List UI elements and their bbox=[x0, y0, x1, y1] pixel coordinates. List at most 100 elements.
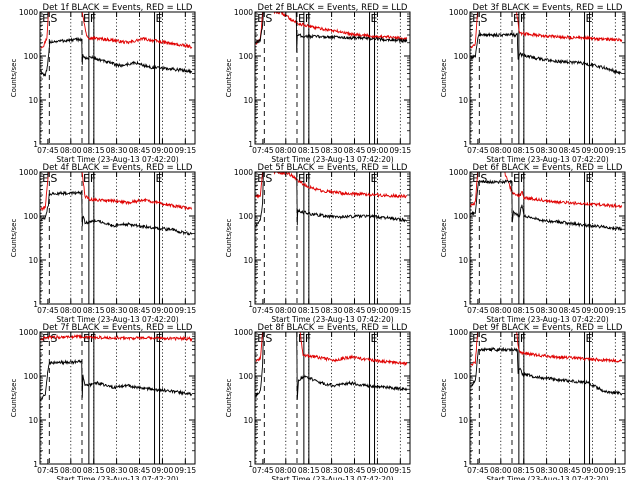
x-tick-label: 09:00 bbox=[367, 306, 389, 315]
y-tick-label: 1 bbox=[463, 300, 468, 309]
flag-label: F bbox=[305, 332, 311, 345]
chart-title: Det 7f BLACK = Events, RED = LLD bbox=[43, 323, 193, 333]
y-tick-label: 1000 bbox=[234, 8, 253, 17]
series-events-black bbox=[255, 12, 408, 53]
series-lld-red bbox=[255, 12, 408, 45]
flag-label: E bbox=[371, 172, 378, 185]
x-tick-label: 08:15 bbox=[83, 466, 105, 475]
flag-label: E bbox=[257, 12, 264, 25]
x-tick-label: 09:15 bbox=[390, 306, 412, 315]
x-tick-label: 08:15 bbox=[298, 146, 320, 155]
y-axis-label: Counts/sec bbox=[225, 59, 233, 98]
x-axis-label: Start Time (23-Aug-13 07:42:20) bbox=[486, 315, 608, 324]
y-tick-label: 1 bbox=[33, 140, 38, 149]
series-lld-red bbox=[470, 12, 623, 49]
y-tick-label: 1000 bbox=[449, 168, 468, 177]
y-tick-label: 10 bbox=[458, 96, 468, 105]
flag-label: S bbox=[480, 12, 487, 25]
flag-label: E bbox=[586, 12, 593, 25]
flag-label: E bbox=[472, 172, 479, 185]
y-tick-label: 1000 bbox=[234, 328, 253, 337]
x-tick-label: 08:45 bbox=[129, 146, 151, 155]
y-tick-label: 1000 bbox=[449, 328, 468, 337]
series-lld-red bbox=[40, 12, 193, 50]
y-tick-label: 1000 bbox=[234, 168, 253, 177]
flag-label: E bbox=[42, 172, 49, 185]
y-tick-label: 100 bbox=[454, 372, 469, 381]
y-axis-label: Counts/sec bbox=[440, 59, 448, 98]
flag-label: E bbox=[298, 12, 305, 25]
x-tick-label: 09:15 bbox=[605, 306, 627, 315]
flag-label: S bbox=[480, 332, 487, 345]
x-tick-label: 09:15 bbox=[390, 146, 412, 155]
x-tick-label: 08:30 bbox=[536, 466, 558, 475]
plot-frame bbox=[469, 331, 626, 465]
plot-frame bbox=[39, 331, 196, 465]
x-tick-label: 09:00 bbox=[582, 146, 604, 155]
flag-label: E bbox=[298, 332, 305, 345]
x-tick-label: 08:00 bbox=[275, 466, 297, 475]
y-axis-label: Counts/sec bbox=[10, 59, 18, 98]
chart-title: Det 8f BLACK = Events, RED = LLD bbox=[258, 323, 408, 333]
x-tick-label: 08:30 bbox=[106, 146, 128, 155]
series-lld-red bbox=[255, 332, 408, 367]
series-events-black bbox=[470, 179, 623, 231]
series-events-black bbox=[470, 31, 623, 76]
x-tick-label: 07:45 bbox=[252, 146, 274, 155]
y-tick-label: 100 bbox=[24, 212, 39, 221]
x-tick-label: 08:45 bbox=[559, 466, 581, 475]
flag-label: E bbox=[472, 12, 479, 25]
x-tick-label: 08:45 bbox=[344, 466, 366, 475]
y-tick-label: 10 bbox=[28, 416, 38, 425]
x-axis-label: Start Time (23-Aug-13 07:42:20) bbox=[56, 155, 178, 164]
flag-label: E bbox=[83, 12, 90, 25]
x-tick-label: 08:15 bbox=[513, 466, 535, 475]
series-lld-red bbox=[40, 172, 192, 212]
y-tick-label: 10 bbox=[243, 416, 253, 425]
x-tick-label: 08:45 bbox=[344, 306, 366, 315]
flag-label: F bbox=[520, 332, 526, 345]
y-tick-label: 1 bbox=[248, 140, 253, 149]
y-tick-label: 100 bbox=[239, 212, 254, 221]
chart-title: Det 6f BLACK = Events, RED = LLD bbox=[473, 163, 623, 173]
x-tick-label: 08:15 bbox=[513, 306, 535, 315]
x-tick-label: 08:30 bbox=[106, 466, 128, 475]
x-tick-label: 07:45 bbox=[37, 306, 59, 315]
plot-frame bbox=[469, 11, 626, 145]
x-tick-label: 09:15 bbox=[605, 466, 627, 475]
x-tick-label: 08:00 bbox=[490, 306, 512, 315]
x-tick-label: 07:45 bbox=[37, 466, 59, 475]
flag-label: S bbox=[50, 172, 57, 185]
plot-frame bbox=[469, 171, 626, 305]
flag-label: S bbox=[265, 172, 272, 185]
y-tick-label: 100 bbox=[24, 372, 39, 381]
x-tick-label: 07:45 bbox=[467, 306, 489, 315]
flag-label: S bbox=[265, 12, 272, 25]
x-tick-label: 07:45 bbox=[467, 146, 489, 155]
flag-label: E bbox=[83, 172, 90, 185]
y-tick-label: 1000 bbox=[449, 8, 468, 17]
flag-label: E bbox=[371, 332, 378, 345]
x-tick-label: 07:45 bbox=[252, 306, 274, 315]
x-tick-label: 08:30 bbox=[106, 306, 128, 315]
plot-frame bbox=[254, 331, 411, 465]
x-tick-label: 08:45 bbox=[129, 466, 151, 475]
x-axis-label: Start Time (23-Aug-13 07:42:20) bbox=[56, 315, 178, 324]
chart-title: Det 9f BLACK = Events, RED = LLD bbox=[473, 323, 623, 333]
x-tick-label: 08:00 bbox=[490, 466, 512, 475]
chart-title: Det 1f BLACK = Events, RED = LLD bbox=[43, 3, 193, 13]
y-tick-label: 100 bbox=[454, 52, 469, 61]
flag-label: E bbox=[156, 12, 163, 25]
x-tick-label: 07:45 bbox=[467, 466, 489, 475]
y-tick-label: 1 bbox=[463, 460, 468, 469]
x-tick-label: 08:30 bbox=[321, 146, 343, 155]
x-tick-label: 08:15 bbox=[513, 146, 535, 155]
x-tick-label: 08:45 bbox=[559, 146, 581, 155]
y-tick-label: 1 bbox=[463, 140, 468, 149]
y-tick-label: 1000 bbox=[19, 328, 38, 337]
